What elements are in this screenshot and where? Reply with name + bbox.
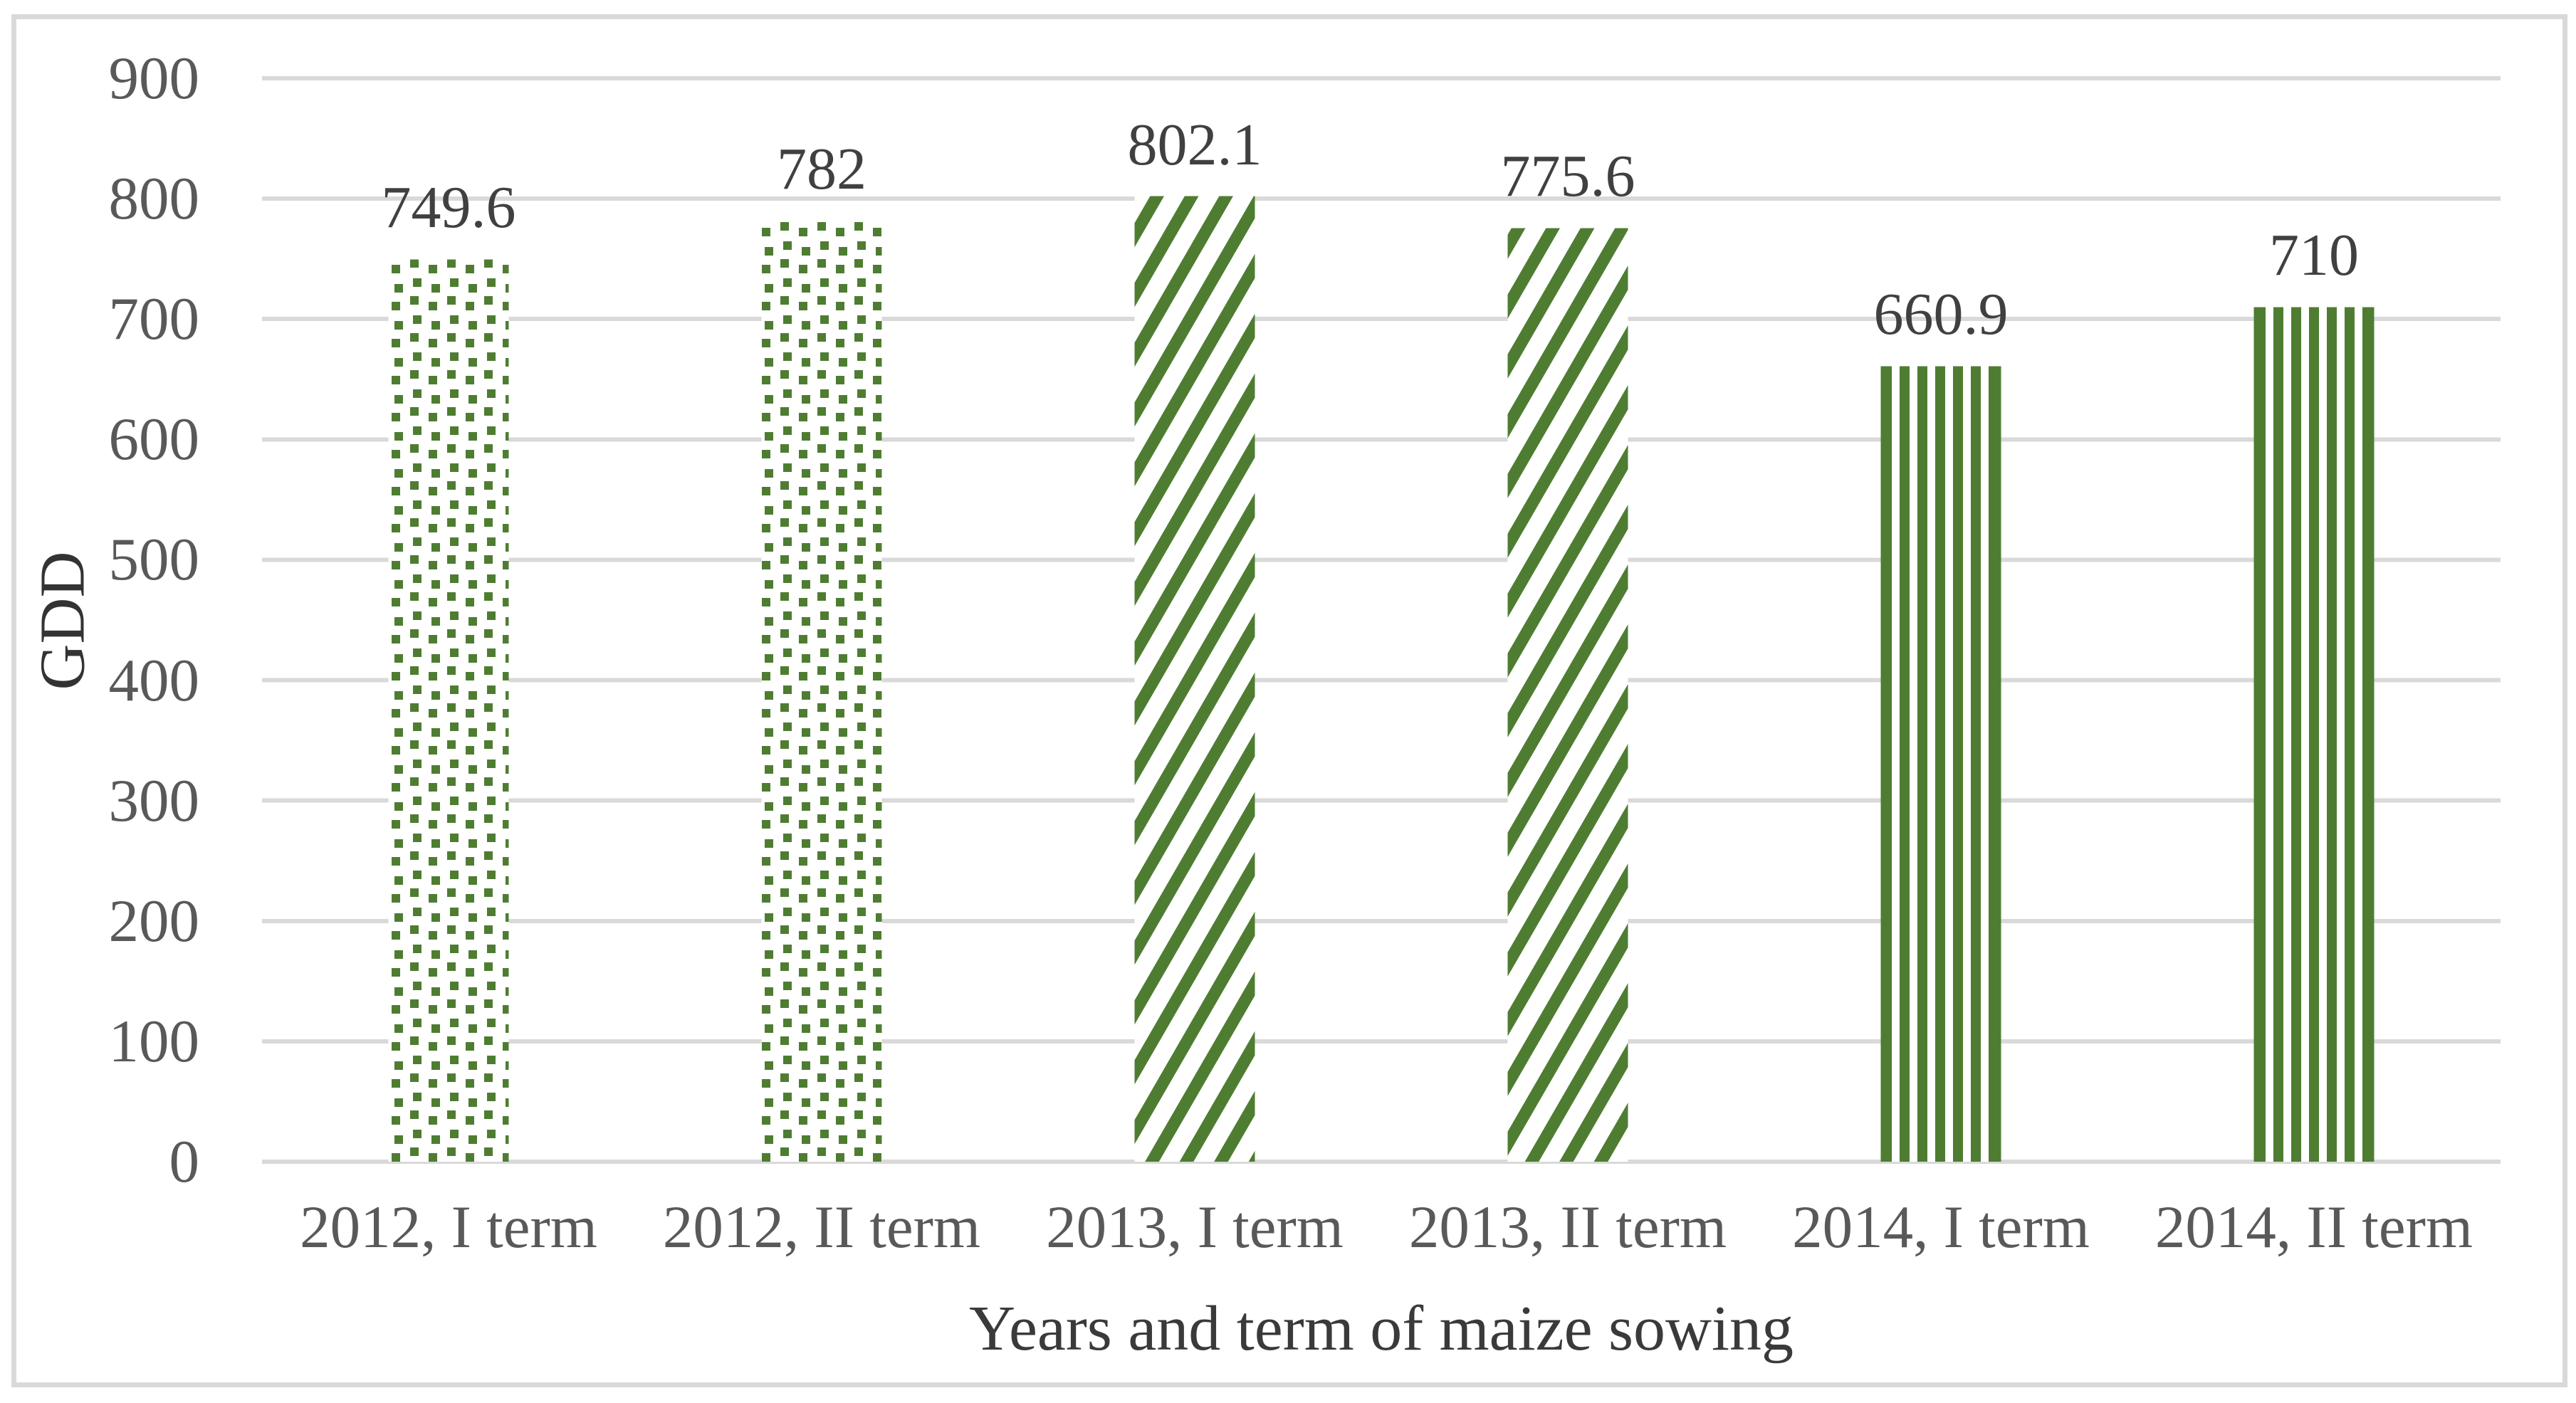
- x-tick-label: 2014, II term: [2154, 1194, 2473, 1261]
- y-tick-label-400: 400: [108, 646, 200, 714]
- y-tick-label-500: 500: [108, 526, 200, 594]
- x-axis-title: Years and term of maize sowing: [968, 1293, 1794, 1364]
- x-tick-label: 2013, II term: [1408, 1194, 1727, 1261]
- data-label: 660.9: [1873, 281, 2009, 348]
- bar-edge-stripe: [1880, 366, 1884, 1162]
- gridline: [262, 196, 2501, 201]
- y-tick-label-300: 300: [108, 767, 200, 834]
- gridlines: [262, 76, 2501, 1164]
- gridline: [262, 918, 2501, 923]
- bar-edge-stripe: [2253, 307, 2257, 1162]
- bar-2013, II term: [1507, 228, 1628, 1162]
- data-label: 775.6: [1500, 143, 1635, 210]
- x-tick-label: 2012, II term: [662, 1194, 981, 1261]
- y-tick-label-100: 100: [108, 1007, 200, 1075]
- gridline: [262, 317, 2501, 322]
- plot-area: [262, 76, 2501, 1164]
- gridline: [262, 798, 2501, 803]
- data-label: 749.6: [381, 174, 516, 241]
- y-tick-label-600: 600: [108, 406, 200, 473]
- y-tick-label-700: 700: [108, 285, 200, 353]
- gridline: [262, 678, 2501, 683]
- bar-2014, II term: [2253, 307, 2375, 1162]
- y-tick-label-200: 200: [108, 887, 200, 955]
- y-tick-label-900: 900: [108, 45, 200, 112]
- bar-2012, I term: [388, 259, 509, 1162]
- bars-group: [388, 196, 2375, 1162]
- bar-edge-stripe: [1998, 366, 2001, 1162]
- y-tick-label-800: 800: [108, 165, 200, 233]
- bar-edge-stripe: [2371, 307, 2375, 1162]
- bar-2012, II term: [761, 220, 882, 1162]
- bar-2014, I term: [1880, 366, 2001, 1162]
- data-label: 802.1: [1127, 111, 1262, 178]
- data-label: 782: [777, 135, 866, 202]
- y-axis-title-text: GDD: [27, 551, 98, 690]
- x-axis-line: [262, 1160, 2501, 1164]
- gridline: [262, 76, 2501, 80]
- gridline: [262, 437, 2501, 442]
- x-tick-label: 2013, I term: [1046, 1194, 1344, 1261]
- x-tick-label: 2014, I term: [1792, 1194, 2090, 1261]
- bar-2013, I term: [1134, 196, 1255, 1162]
- y-tick-label-0: 0: [169, 1128, 200, 1195]
- gridline: [262, 557, 2501, 562]
- x-tick-label: 2012, I term: [300, 1194, 597, 1261]
- gridline: [262, 1039, 2501, 1044]
- data-label: 710: [2269, 222, 2359, 289]
